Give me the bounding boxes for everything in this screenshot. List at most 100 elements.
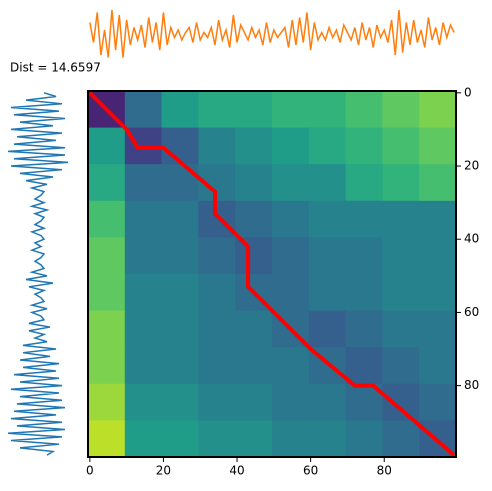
cost-cell: [345, 310, 383, 348]
cost-cell: [308, 383, 347, 421]
cost-cell: [161, 274, 199, 312]
cost-cell: [419, 200, 457, 238]
cost-cell: [124, 420, 163, 458]
cost-cell: [235, 347, 273, 385]
cost-cell: [308, 310, 347, 348]
cost-cell: [198, 237, 236, 275]
cost-cell: [382, 200, 420, 238]
y-tick-label: 60: [464, 305, 479, 319]
cost-cell: [198, 383, 236, 421]
cost-cell: [382, 310, 420, 348]
cost-cell: [382, 274, 420, 312]
cost-cell: [419, 91, 457, 129]
cost-cell: [419, 237, 457, 275]
cost-cell: [235, 200, 273, 238]
cost-cell: [161, 310, 199, 348]
cost-cell: [382, 164, 420, 202]
cost-cell: [419, 383, 457, 421]
cost-cell: [272, 274, 310, 312]
cost-cell: [88, 200, 126, 238]
cost-cell: [419, 310, 457, 348]
cost-cell: [382, 237, 420, 275]
cost-cell: [198, 274, 236, 312]
cost-cell: [308, 420, 347, 458]
cost-cell: [198, 127, 236, 165]
cost-cell: [308, 91, 347, 129]
cost-cell: [124, 274, 163, 312]
cost-cell: [382, 383, 420, 421]
cost-cell: [345, 91, 383, 129]
cost-cell: [88, 310, 126, 348]
cost-cell: [88, 164, 126, 202]
cost-cell: [88, 274, 126, 312]
cost-cell: [235, 237, 273, 275]
y-tick-label: 0: [464, 85, 472, 99]
cost-cell: [88, 420, 126, 458]
cost-cell: [272, 91, 310, 129]
cost-cell: [235, 420, 273, 458]
cost-cell: [124, 237, 163, 275]
cost-cell: [198, 347, 236, 385]
plot-frame: [87, 90, 457, 458]
cost-cell: [88, 237, 126, 275]
cost-cell: [198, 420, 236, 458]
cost-cell: [308, 200, 347, 238]
cost-cell: [161, 91, 199, 129]
cost-cell: [161, 420, 199, 458]
cost-cell: [161, 347, 199, 385]
cost-cell: [419, 164, 457, 202]
x-tick-label: 80: [377, 464, 392, 478]
cost-cell: [124, 310, 163, 348]
left-series: [7, 92, 69, 456]
cost-cell: [382, 127, 420, 165]
cost-cell: [161, 200, 199, 238]
x-tick-label: 0: [86, 464, 94, 478]
cost-cell: [272, 237, 310, 275]
cost-cell: [235, 127, 273, 165]
cost-cell: [198, 91, 236, 129]
cost-cell: [382, 91, 420, 129]
cost-cell: [419, 347, 457, 385]
cost-cell: [235, 91, 273, 129]
x-tick-label: 20: [156, 464, 171, 478]
cost-cell: [161, 383, 199, 421]
cost-cell: [235, 164, 273, 202]
cost-cell: [272, 420, 310, 458]
y-tick-label: 40: [464, 232, 479, 246]
x-tick-label: 40: [229, 464, 244, 478]
cost-cell: [345, 200, 383, 238]
cost-cell: [308, 164, 347, 202]
y-tick-label: 80: [464, 378, 479, 392]
cost-cell: [382, 420, 420, 458]
cost-cell: [88, 127, 126, 165]
cost-cell: [308, 127, 347, 165]
y-tick-label: 20: [464, 159, 479, 173]
cost-cell: [124, 347, 163, 385]
cost-cell: [272, 383, 310, 421]
cost-cell: [419, 127, 457, 165]
cost-cell: [272, 347, 310, 385]
cost-cell: [272, 127, 310, 165]
cost-cell: [272, 164, 310, 202]
cost-cell: [198, 200, 236, 238]
top-series: [89, 9, 455, 58]
chart-title: Dist = 14.6597: [10, 61, 101, 75]
cost-cell: [124, 91, 163, 129]
cost-cell: [382, 347, 420, 385]
cost-cell: [161, 237, 199, 275]
cost-cell: [88, 347, 126, 385]
cost-cell: [124, 164, 163, 202]
cost-cell: [345, 347, 383, 385]
cost-cell: [345, 420, 383, 458]
x-tick-label: 60: [303, 464, 318, 478]
cost-cell: [308, 274, 347, 312]
warping-path: [88, 91, 456, 457]
cost-cell: [124, 383, 163, 421]
cost-cell: [161, 127, 199, 165]
cost-cell: [161, 164, 199, 202]
cost-cell: [345, 164, 383, 202]
cost-cell: [272, 200, 310, 238]
cost-cell: [235, 383, 273, 421]
cost-cell: [345, 127, 383, 165]
